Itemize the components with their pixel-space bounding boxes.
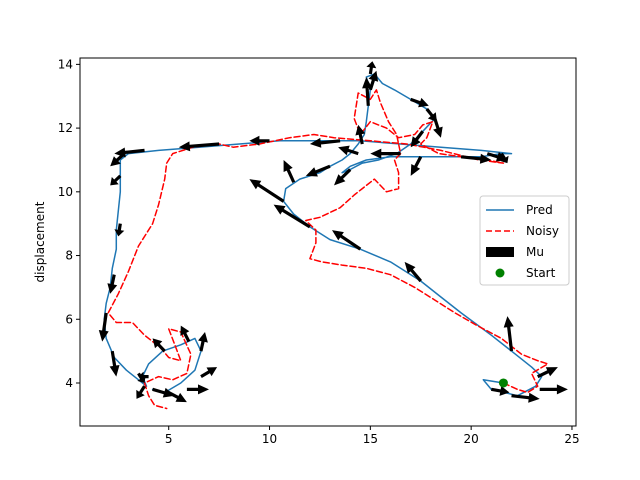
mu-arrow [136,385,146,399]
mu-arrow [425,108,437,122]
x-tick-label: 15 [363,432,378,446]
mu-arrow [110,174,122,186]
y-axis-label: displacement [33,201,47,282]
mu-arrow [433,118,443,138]
start-marker [498,378,508,388]
mu-arrow [98,312,109,342]
series-line-pred [103,73,543,397]
y-tick-label: 6 [65,312,73,326]
y-tick-label: 10 [58,185,73,199]
mu-arrow [138,371,149,382]
legend-swatch-mu [486,247,514,257]
mu-arrow [168,391,187,403]
mu-arrow [334,168,352,186]
x-axis: 5 10 15 20 25 [165,426,580,446]
mu-arrow [491,386,510,396]
y-axis: 4 6 8 10 12 14 [58,57,80,390]
mu-arrow [338,145,359,156]
y-tick-label: 14 [58,57,73,71]
mu-arrow [332,230,362,251]
y-tick-label: 8 [65,249,73,263]
mu-arrow [107,274,118,294]
mu-arrow [249,179,285,203]
mu-arrow [305,164,331,177]
legend-swatch-start [495,268,505,278]
mu-arrow [404,261,422,283]
mu-arrow [486,152,508,162]
mu-arrow [511,392,540,403]
mu-arrow [249,135,270,146]
mu-arrow [539,384,568,395]
mu-arrow [178,141,220,152]
y-tick-label: 12 [58,121,73,135]
mu-arrow [152,338,166,353]
plot-area [98,61,568,410]
legend-box [479,195,570,286]
series-line-noisy [107,89,549,410]
mu-arrow [410,156,423,176]
mu-arrow [273,204,311,229]
mu-arrow [186,384,209,395]
mu-arrow [500,152,509,164]
mu-arrow [503,316,514,352]
mu-arrow-layer [98,61,568,403]
mu-arrow [198,332,208,352]
x-tick-label: 25 [564,432,579,446]
mu-arrow [410,130,424,148]
x-tick-label: 5 [165,432,173,446]
x-tick-label: 20 [464,432,479,446]
mu-arrow [110,152,126,167]
legend-label-mu: Mu [526,245,544,259]
mu-arrow [355,124,366,145]
x-tick-label: 10 [262,432,277,446]
mu-arrow [109,350,120,377]
mu-arrow [180,325,191,343]
start-marker-layer [498,378,508,388]
legend-label-noisy: Noisy [526,224,559,238]
mu-arrow [309,137,341,148]
mu-arrow [114,223,125,237]
legend-label-start: Start [526,266,556,280]
mu-arrow [537,367,558,379]
axes-frame [79,57,577,427]
mu-arrow [283,160,296,183]
y-tick-label: 4 [65,376,73,390]
mu-arrow [114,147,145,158]
mu-arrow [410,97,429,108]
mu-arrow [362,77,373,106]
mu-arrow [368,70,379,91]
mu-arrow [152,387,175,398]
mu-arrow [370,148,401,159]
mu-arrow [200,367,218,378]
mu-arrow [460,153,492,164]
mu-arrow [366,61,377,75]
legend-label-pred: Pred [526,203,553,217]
legend: Pred Noisy Mu Start [479,195,570,286]
